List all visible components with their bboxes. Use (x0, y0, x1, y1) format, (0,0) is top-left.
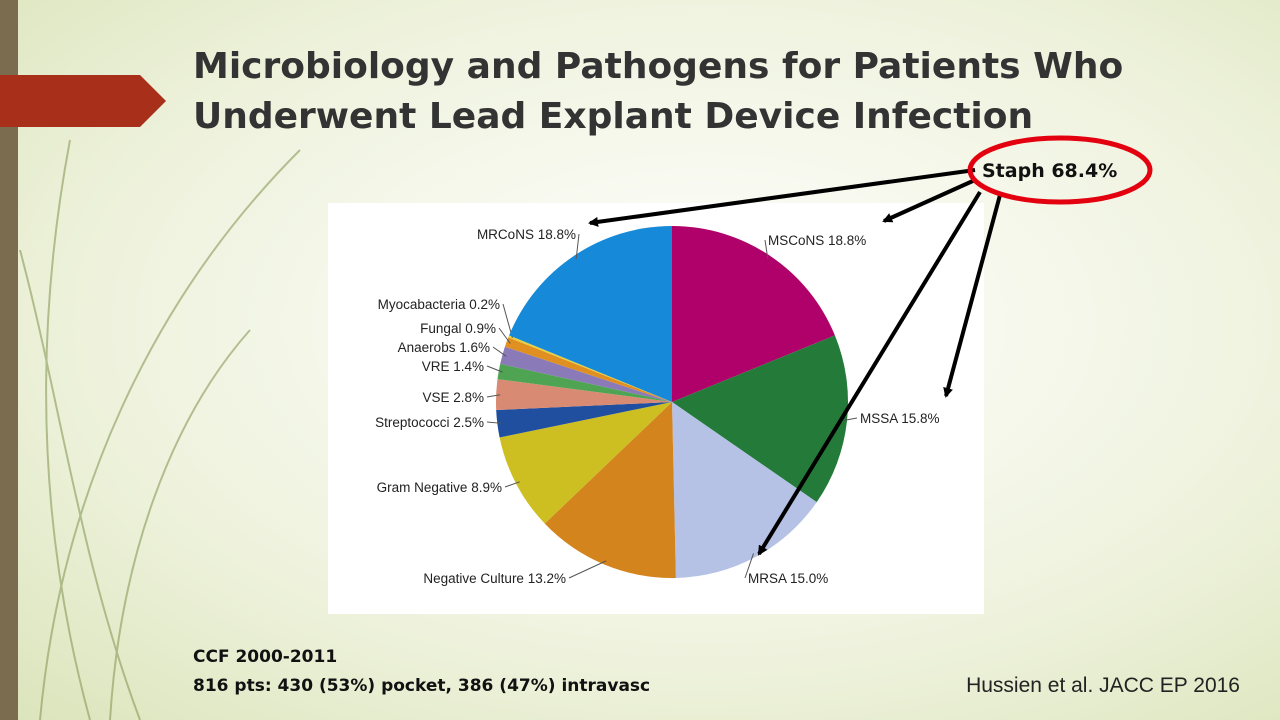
leader-line (575, 233, 580, 260)
slide-title: Underwent Lead Explant Device Infection (193, 96, 1033, 137)
slice-label: MSCoNS 18.8% (768, 233, 866, 248)
slice-label: Fungal 0.9% (420, 321, 496, 336)
slice-value: 2.5% (453, 415, 484, 430)
slice-value: 1.4% (453, 359, 484, 374)
slice-category: MRSA (748, 571, 787, 586)
arrow (757, 190, 982, 556)
pie-slice (500, 346, 672, 402)
slice-category: MSSA (860, 411, 898, 426)
slice-category: VRE (422, 359, 450, 374)
pie-slice (544, 402, 676, 578)
slice-value: 2.8% (453, 390, 484, 405)
slice-value: 18.8% (828, 233, 866, 248)
slice-category: Fungal (420, 321, 461, 336)
title-marker (0, 75, 166, 127)
leader-line (568, 560, 607, 579)
slice-category: VSE (422, 390, 449, 405)
pie-chart: MSCoNS 18.8% MSSA 15.8% MRSA 15.0% Negative… (375, 226, 940, 586)
slice-label: Myocabacteria 0.2% (378, 297, 500, 312)
slide-title: Microbiology and Pathogens for Patients … (193, 46, 1123, 87)
callout-arrows (588, 168, 1002, 556)
arrow (588, 168, 976, 227)
note: 816 pts: 430 (53%) pocket, 386 (47%) int… (193, 676, 650, 696)
slice-category: Gram Negative (377, 480, 468, 495)
slice-category: Streptococci (375, 415, 449, 430)
slice-label: Gram Negative 8.9% (377, 480, 502, 495)
slice-category: Myocabacteria (378, 297, 466, 312)
note: CCF 2000-2011 (193, 647, 337, 667)
slice-label: VRE 1.4% (422, 359, 484, 374)
slice-label: Anaerobs 1.6% (398, 340, 490, 355)
leader-line (492, 346, 507, 357)
callout-ring (967, 135, 1153, 205)
leader-line (764, 239, 769, 260)
arrow (943, 194, 1002, 398)
pie-slice (496, 402, 672, 438)
slice-category: MSCoNS (768, 233, 824, 248)
slice-value: 15.8% (901, 411, 939, 426)
leader-line (486, 365, 503, 373)
slice-label: MSSA 15.8% (860, 411, 940, 426)
leader-line (842, 417, 858, 422)
pie-slice (499, 402, 672, 524)
pie-slice (496, 379, 672, 411)
pie-slice (672, 402, 817, 578)
pie-slice (672, 335, 848, 503)
pie-slice (672, 226, 835, 402)
leader-line (486, 394, 501, 398)
pie-slice (504, 337, 672, 402)
side-bar (0, 0, 18, 720)
leader-line (498, 327, 511, 344)
slice-value: 1.6% (459, 340, 490, 355)
decor-curves (19, 139, 301, 720)
slice-label: MRCoNS 18.8% (477, 227, 576, 242)
slice-value: 18.8% (538, 227, 576, 242)
slice-category: Negative Culture (423, 571, 524, 586)
leader-line (744, 553, 754, 579)
pie-slice (497, 363, 672, 402)
citation: Hussien et al. JACC EP 2016 (966, 674, 1240, 697)
leader-line (486, 421, 502, 424)
slice-label: Streptococci 2.5% (375, 415, 484, 430)
callout-text: Staph 68.4% (982, 160, 1117, 182)
pie-slice (508, 335, 672, 402)
slice-label: MRSA 15.0% (748, 571, 828, 586)
slice-label: VSE 2.8% (422, 390, 484, 405)
slice-label: Negative Culture 13.2% (423, 571, 566, 586)
slice-value: 8.9% (471, 480, 502, 495)
slice-category: MRCoNS (477, 227, 534, 242)
slice-value: 13.2% (528, 571, 566, 586)
leader-line (504, 481, 520, 488)
pie-slice (509, 226, 672, 402)
slice-category: Anaerobs (398, 340, 456, 355)
slice-value: 0.9% (465, 321, 496, 336)
slice-value: 15.0% (790, 571, 828, 586)
arrow (882, 178, 976, 223)
slice-value: 0.2% (469, 297, 500, 312)
